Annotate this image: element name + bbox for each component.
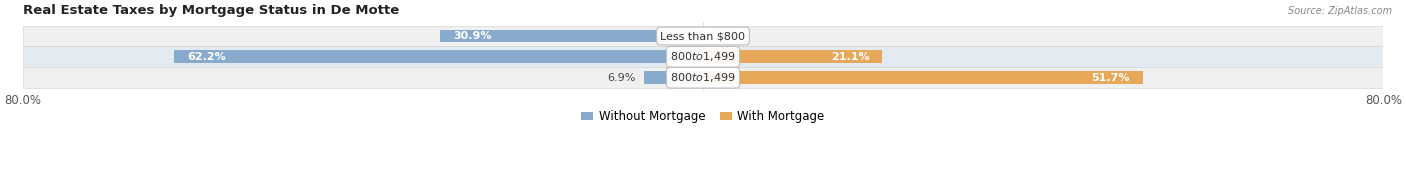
Text: 62.2%: 62.2% [187,52,225,62]
Bar [22,26,1384,46]
Bar [440,30,703,43]
Legend: Without Mortgage, With Mortgage: Without Mortgage, With Mortgage [581,110,825,123]
Text: 6.9%: 6.9% [607,73,636,83]
Bar [22,46,1384,67]
Text: Real Estate Taxes by Mortgage Status in De Motte: Real Estate Taxes by Mortgage Status in … [22,4,399,17]
Bar [703,71,1143,84]
Text: $800 to $1,499: $800 to $1,499 [671,50,735,63]
Bar [22,67,1384,88]
Text: 51.7%: 51.7% [1091,73,1130,83]
Text: 0.0%: 0.0% [711,31,740,41]
Text: $800 to $1,499: $800 to $1,499 [671,71,735,84]
Bar [703,50,883,63]
Bar [174,50,703,63]
Text: 30.9%: 30.9% [453,31,492,41]
Text: 21.1%: 21.1% [831,52,870,62]
Text: Less than $800: Less than $800 [661,31,745,41]
Bar [644,71,703,84]
Text: Source: ZipAtlas.com: Source: ZipAtlas.com [1288,6,1392,16]
